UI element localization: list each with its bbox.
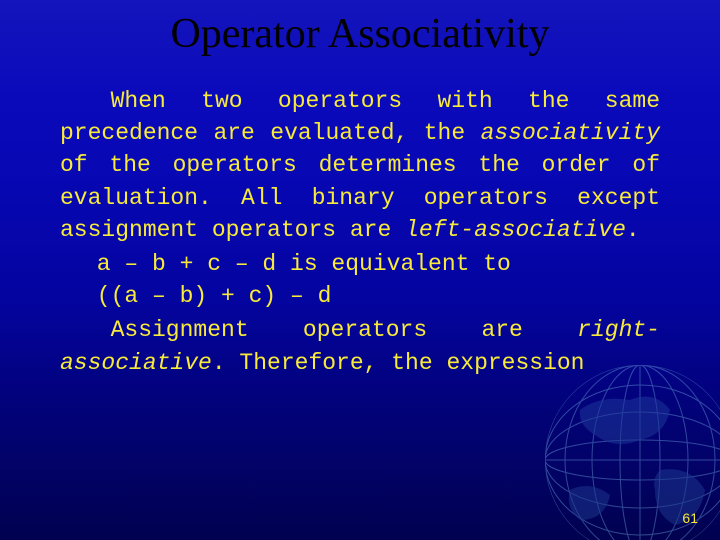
paragraph-1: When two operators with the same precede… [60,85,660,246]
period-1: . [626,217,640,243]
example-line-1: a – b + c – d is equivalent to [97,248,660,280]
example-line-2: ((a – b) + c) – d [97,280,660,312]
page-number: 61 [682,510,698,526]
para2-part-a: Assignment operators are [111,317,578,343]
associativity-word: associativity [481,120,660,146]
slide-title: Operator Associativity [0,10,720,58]
slide-body: When two operators with the same precede… [60,85,660,379]
left-associative-word: left-associative [405,217,626,243]
slide: Operator Associativity When two operator… [0,0,720,540]
example-block: a – b + c – d is equivalent to ((a – b) … [60,248,660,312]
para2-part-b: . Therefore, the expression [212,350,585,376]
paragraph-2: Assignment operators are right-associati… [60,314,660,378]
